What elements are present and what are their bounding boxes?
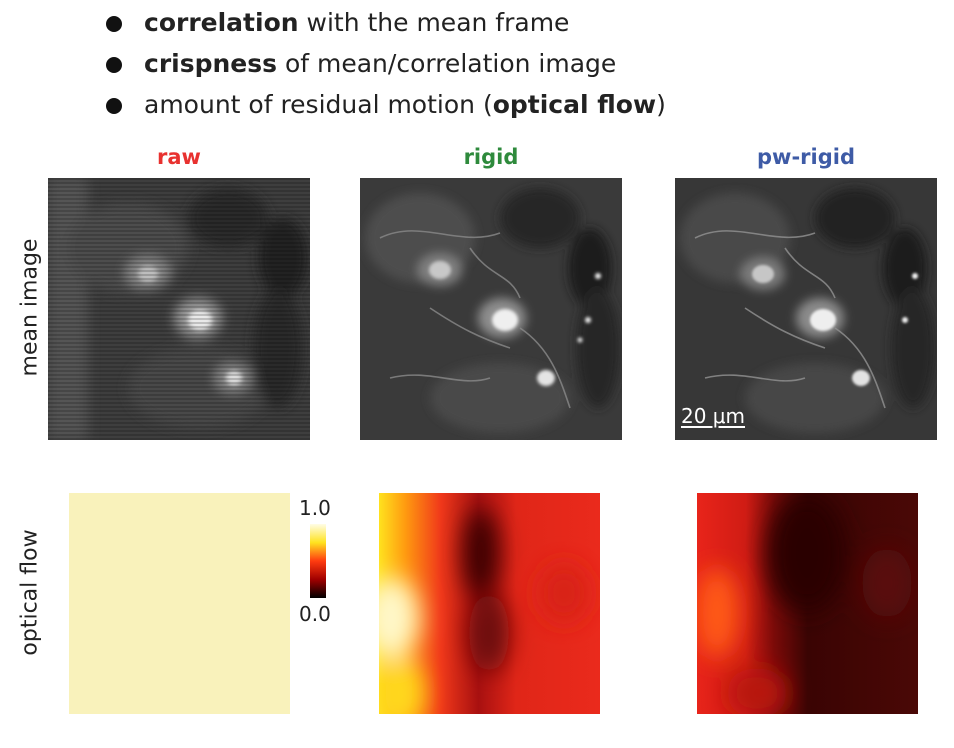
bullet-dot (106, 16, 122, 32)
mean-image-pw-rigid (675, 178, 937, 440)
bullet-text: with the mean frame (298, 8, 570, 37)
row-label-mean-image: mean image (17, 238, 43, 377)
column-title-pw-rigid: pw-rigid (757, 145, 855, 169)
bullet-bold: correlation (144, 8, 299, 37)
bullet-bold: optical flow (492, 90, 657, 119)
colorbar-max-label: 1.0 (299, 496, 331, 520)
mean-image-raw (48, 178, 310, 440)
bullet-suffix: ) (656, 90, 666, 119)
optical-flow-raw (69, 493, 290, 714)
column-title-raw: raw (157, 145, 201, 169)
column-title-rigid: rigid (463, 145, 519, 169)
scale-bar-label: 20 μm (681, 404, 746, 428)
mean-image-rigid (360, 178, 622, 440)
row-label-optical-flow: optical flow (17, 529, 43, 656)
bullet-bold: crispness (144, 49, 278, 78)
bullet-dot (106, 98, 122, 114)
bullet-dot (106, 57, 122, 73)
bullet-text: of mean/correlation image (277, 49, 617, 78)
colorbar-min-label: 0.0 (299, 602, 331, 626)
optical-flow-pw-rigid (697, 493, 918, 714)
colorbar (310, 524, 326, 598)
bullet-prefix: amount of residual motion ( (144, 90, 493, 119)
optical-flow-rigid (379, 493, 600, 714)
